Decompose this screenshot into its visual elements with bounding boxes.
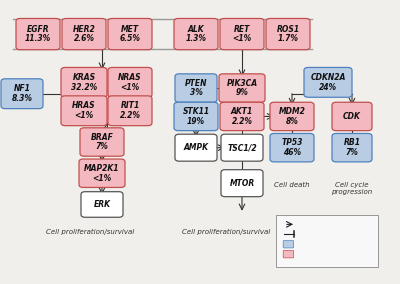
FancyBboxPatch shape xyxy=(332,133,372,162)
Text: NRAS
<1%: NRAS <1% xyxy=(118,73,142,92)
FancyBboxPatch shape xyxy=(61,68,107,97)
FancyBboxPatch shape xyxy=(220,102,264,131)
Text: ERK: ERK xyxy=(94,200,110,209)
Text: RIT1
2.2%: RIT1 2.2% xyxy=(120,101,140,120)
Text: MTOR: MTOR xyxy=(229,179,255,188)
Text: PIK3CA
9%: PIK3CA 9% xyxy=(226,79,258,97)
FancyBboxPatch shape xyxy=(80,128,124,156)
Text: Inhibition: Inhibition xyxy=(301,232,331,237)
Text: CDKN2A
24%: CDKN2A 24% xyxy=(310,73,346,92)
Text: Cell cycle
progression: Cell cycle progression xyxy=(331,182,373,195)
Text: MET
6.5%: MET 6.5% xyxy=(120,25,140,43)
Text: KRAS
32.2%: KRAS 32.2% xyxy=(71,73,97,92)
FancyBboxPatch shape xyxy=(175,134,217,161)
Text: AMPK: AMPK xyxy=(184,143,208,152)
Text: Cell death: Cell death xyxy=(274,182,310,188)
Text: ALK
1.3%: ALK 1.3% xyxy=(186,25,206,43)
FancyBboxPatch shape xyxy=(61,96,107,126)
FancyBboxPatch shape xyxy=(175,74,217,102)
FancyBboxPatch shape xyxy=(283,241,294,248)
Text: AKT1
2.2%: AKT1 2.2% xyxy=(231,107,253,126)
Text: EGFR
11.3%: EGFR 11.3% xyxy=(25,25,51,43)
Text: MDM2
8%: MDM2 8% xyxy=(278,107,306,126)
FancyBboxPatch shape xyxy=(108,96,152,126)
FancyBboxPatch shape xyxy=(174,18,218,50)
Text: RB1
7%: RB1 7% xyxy=(344,138,360,157)
FancyBboxPatch shape xyxy=(266,18,310,50)
FancyBboxPatch shape xyxy=(332,102,372,131)
Text: TSC1/2: TSC1/2 xyxy=(227,143,257,152)
Text: Cell proliferation/survival: Cell proliferation/survival xyxy=(46,229,134,235)
Text: Activation: Activation xyxy=(301,222,333,227)
FancyBboxPatch shape xyxy=(270,133,314,162)
Text: Cell proliferation/survival: Cell proliferation/survival xyxy=(182,229,270,235)
Text: HRAS
<1%: HRAS <1% xyxy=(72,101,96,120)
FancyBboxPatch shape xyxy=(16,18,60,50)
FancyBboxPatch shape xyxy=(220,18,264,50)
Text: PTEN
3%: PTEN 3% xyxy=(185,79,207,97)
Text: Loss of function: Loss of function xyxy=(301,242,351,247)
FancyBboxPatch shape xyxy=(221,170,263,197)
Text: CDK: CDK xyxy=(343,112,361,121)
Text: ROS1
1.7%: ROS1 1.7% xyxy=(276,25,300,43)
FancyBboxPatch shape xyxy=(304,68,352,97)
FancyBboxPatch shape xyxy=(221,134,263,161)
FancyBboxPatch shape xyxy=(79,159,125,187)
FancyBboxPatch shape xyxy=(108,18,152,50)
FancyBboxPatch shape xyxy=(219,74,265,102)
FancyBboxPatch shape xyxy=(62,18,106,50)
FancyBboxPatch shape xyxy=(276,215,378,267)
Text: BRAF
7%: BRAF 7% xyxy=(90,133,114,151)
Text: MAP2K1
<1%: MAP2K1 <1% xyxy=(84,164,120,183)
FancyBboxPatch shape xyxy=(1,79,43,108)
FancyBboxPatch shape xyxy=(270,102,314,131)
Text: TP53
46%: TP53 46% xyxy=(281,138,303,157)
FancyBboxPatch shape xyxy=(108,68,152,97)
Text: RET
<1%: RET <1% xyxy=(232,25,252,43)
Text: HER2
2.6%: HER2 2.6% xyxy=(73,25,95,43)
FancyBboxPatch shape xyxy=(174,102,218,131)
FancyBboxPatch shape xyxy=(283,250,294,258)
FancyBboxPatch shape xyxy=(81,192,123,217)
Text: STK11
19%: STK11 19% xyxy=(182,107,210,126)
Text: Gain of function: Gain of function xyxy=(301,252,352,257)
Text: NF1
8.3%: NF1 8.3% xyxy=(12,84,32,103)
